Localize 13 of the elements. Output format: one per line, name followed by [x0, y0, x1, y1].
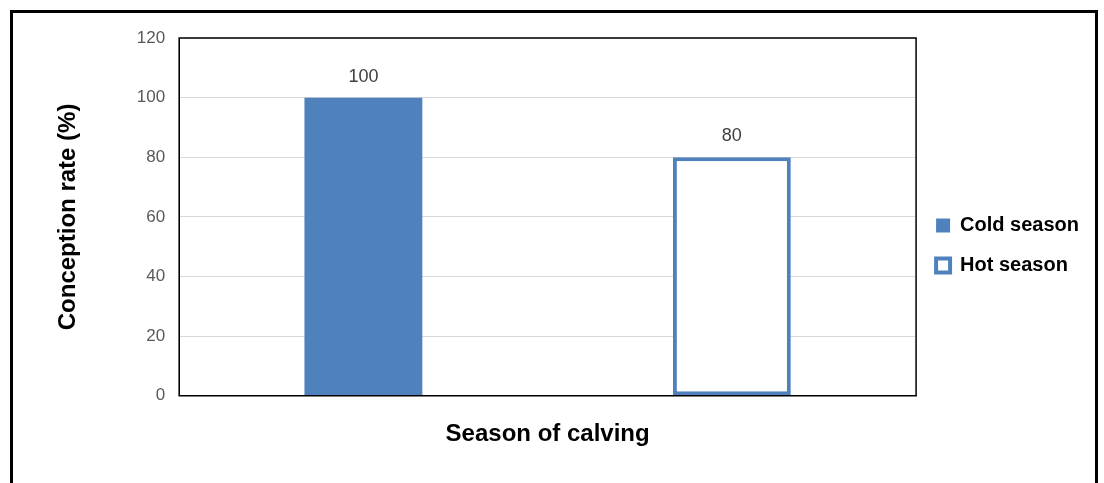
legend-label: Cold season: [960, 213, 1080, 236]
legend-label: Hot season: [960, 253, 1068, 276]
y-tick-label: 20: [146, 325, 166, 345]
data-label: 100: [348, 65, 379, 86]
y-tick-label: 40: [146, 266, 166, 286]
y-tick-label: 60: [146, 206, 166, 226]
y-axis-title: Conception rate (%): [53, 103, 81, 331]
y-tick-label: 100: [136, 87, 166, 107]
y-tick-label: 0: [155, 385, 166, 405]
data-label: 80: [721, 125, 742, 146]
y-tick-label: 120: [136, 27, 166, 47]
y-tick-label: 80: [146, 146, 166, 166]
x-axis-title: Season of calving: [445, 419, 650, 447]
